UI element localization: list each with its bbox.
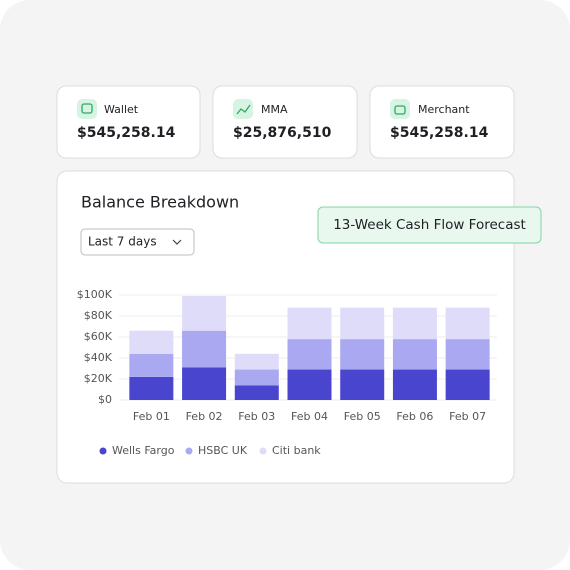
chart-glyph	[236, 104, 251, 115]
bar-segment	[129, 353, 174, 377]
bar-segment	[340, 307, 385, 340]
dropdown-label: Last 7 days	[88, 235, 157, 249]
y-tick-label: $80K	[84, 309, 113, 322]
bar-segment	[234, 385, 279, 400]
bar-segment	[445, 369, 490, 400]
legend-label: Citi bank	[272, 444, 321, 457]
bar-segment	[129, 330, 174, 354]
card-label: Merchant	[418, 103, 470, 116]
x-tick-label: Feb 04	[291, 410, 328, 423]
card-label: Wallet	[104, 103, 139, 116]
bar-segment	[287, 339, 332, 370]
bar-segment	[392, 307, 437, 340]
bar-segment	[445, 339, 490, 370]
bar-segment	[234, 369, 279, 386]
y-tick-label: $60K	[84, 330, 113, 343]
bar-segment	[182, 367, 227, 400]
bar-segment	[340, 369, 385, 400]
x-tick-label: Feb 03	[238, 410, 275, 423]
cards: Wallet $545,258.14 MMA $25,876,510 Merch…	[56, 85, 515, 159]
x-tick-label: Feb 01	[133, 410, 170, 423]
bar-segment	[182, 296, 227, 331]
card[interactable]	[56, 85, 201, 159]
bar-segment	[287, 307, 332, 340]
legend-dot	[99, 447, 107, 455]
x-tick-label: Feb 07	[449, 410, 486, 423]
legend-dot	[185, 447, 193, 455]
bar-segment	[340, 339, 385, 370]
bag-glyph	[394, 105, 406, 115]
card-icon	[77, 99, 97, 119]
card-amount: $545,258.14	[77, 125, 176, 141]
bar-segment	[392, 339, 437, 370]
dropdown[interactable]	[80, 228, 195, 256]
forecast-button[interactable]	[317, 206, 542, 244]
x-tick-label: Feb 02	[186, 410, 223, 423]
bar-segment	[392, 369, 437, 400]
chart-title: Balance Breakdown	[81, 193, 239, 212]
bar-segment	[445, 307, 490, 340]
card-label: MMA	[261, 103, 288, 116]
legend-label: HSBC UK	[198, 444, 248, 457]
bar-segment	[129, 376, 174, 400]
wallet-glyph	[81, 103, 93, 114]
bar-segment	[287, 369, 332, 400]
card-amount: $25,876,510	[233, 125, 332, 141]
y-tick-label: $0	[98, 393, 112, 406]
forecast-button-label: 13-Week Cash Flow Forecast	[333, 217, 526, 233]
card-icon	[233, 99, 253, 119]
y-tick-label: $40K	[84, 351, 113, 364]
card-amount: $545,258.14	[390, 125, 489, 141]
y-tick-label: $100K	[77, 288, 113, 301]
legend-label: Wells Fargo	[112, 444, 175, 457]
dropdown-caret	[172, 239, 182, 245]
plot: $0 $20K $40K $60K $80K $100K Feb 01 Feb 02 Feb 0…	[77, 288, 497, 457]
card-icon	[390, 99, 410, 119]
y-tick-label: $20K	[84, 372, 113, 385]
bar-segment	[234, 353, 279, 370]
x-tick-label: Feb 05	[344, 410, 381, 423]
card[interactable]	[212, 85, 358, 159]
x-tick-label: Feb 06	[396, 410, 433, 423]
card[interactable]	[369, 85, 515, 159]
bar-segment	[182, 330, 227, 368]
legend-dot	[259, 447, 267, 455]
